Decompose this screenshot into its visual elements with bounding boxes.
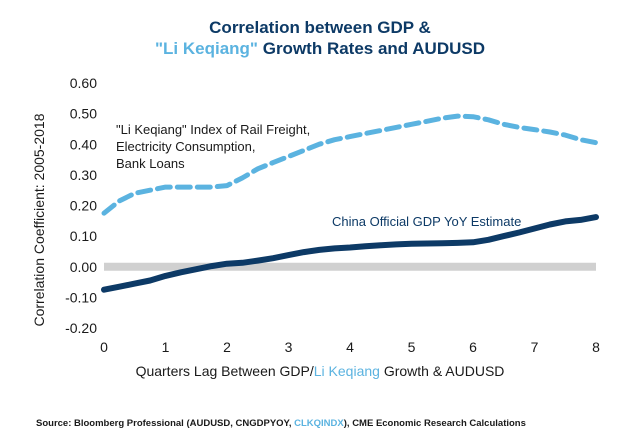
y-tick-label: 0.40 [70, 136, 97, 152]
y-tick-label: 0.10 [70, 228, 97, 244]
y-axis-label: Correlation Coefficient: 2005-2018 [31, 113, 47, 326]
y-tick-label: 0.30 [70, 167, 97, 183]
source-note: Source: Bloomberg Professional (AUDUSD, … [36, 418, 526, 429]
y-tick-label: 0.20 [70, 198, 97, 214]
chart-title-line1: Correlation between GDP & [209, 18, 431, 37]
y-tick-label: -0.20 [65, 320, 97, 336]
li-keqiang-annotation-line: Bank Loans [116, 156, 185, 171]
li-keqiang-annotation-line: "Li Keqiang" Index of Rail Freight, [116, 122, 310, 137]
x-tick-label: 2 [223, 339, 231, 355]
x-tick-label: 0 [100, 339, 108, 355]
y-tick-label: -0.10 [65, 289, 97, 305]
x-tick-label: 5 [408, 339, 416, 355]
li-keqiang-annotation-line: Electricity Consumption, [116, 139, 255, 154]
li-keqiang-series-line [101, 113, 599, 216]
annotations: "Li Keqiang" Index of Rail Freight, Elect… [116, 122, 521, 229]
source-note-part2: ), CME Economic Research Calculations [343, 418, 526, 429]
y-tick-label: 0.60 [70, 75, 97, 91]
x-tick-label: 8 [592, 339, 600, 355]
y-tick-label: 0.50 [70, 106, 97, 122]
gdp-annotation: China Official GDP YoY Estimate [332, 214, 521, 229]
source-note-part1: Source: Bloomberg Professional (AUDUSD, … [36, 418, 295, 429]
chart-title-highlight: "Li Keqiang" [154, 39, 258, 58]
x-tick-label: 1 [162, 339, 170, 355]
chart-title-line2: "Li Keqiang" Growth Rates and AUDUSD [0, 39, 640, 59]
x-axis-label-part1: Quarters Lag Between GDP/ [135, 363, 314, 379]
y-tick-label: 0.00 [70, 259, 97, 275]
series-lines [101, 113, 599, 293]
x-axis-label-part2: Growth & AUDUSD [379, 363, 505, 379]
x-tick-label: 7 [531, 339, 539, 355]
x-axis-label: Quarters Lag Between GDP/Li Keqiang Grow… [0, 363, 640, 379]
chart-title-rest: Growth Rates and AUDUSD [258, 39, 486, 58]
x-axis-label-highlight: Li Keqiang [313, 363, 380, 379]
x-tick-labels: 0 1 2 3 4 5 6 7 8 [100, 339, 600, 355]
x-tick-label: 3 [285, 339, 293, 355]
y-tick-labels: 0.60 0.50 0.40 0.30 0.20 0.10 0.00 -0.10 -0.20 [65, 75, 97, 336]
x-tick-label: 6 [469, 339, 477, 355]
zero-line-band [104, 262, 596, 271]
gdp-series-line [101, 214, 599, 293]
x-tick-label: 4 [346, 339, 354, 355]
source-note-highlight: CLKQINDX [294, 418, 344, 429]
